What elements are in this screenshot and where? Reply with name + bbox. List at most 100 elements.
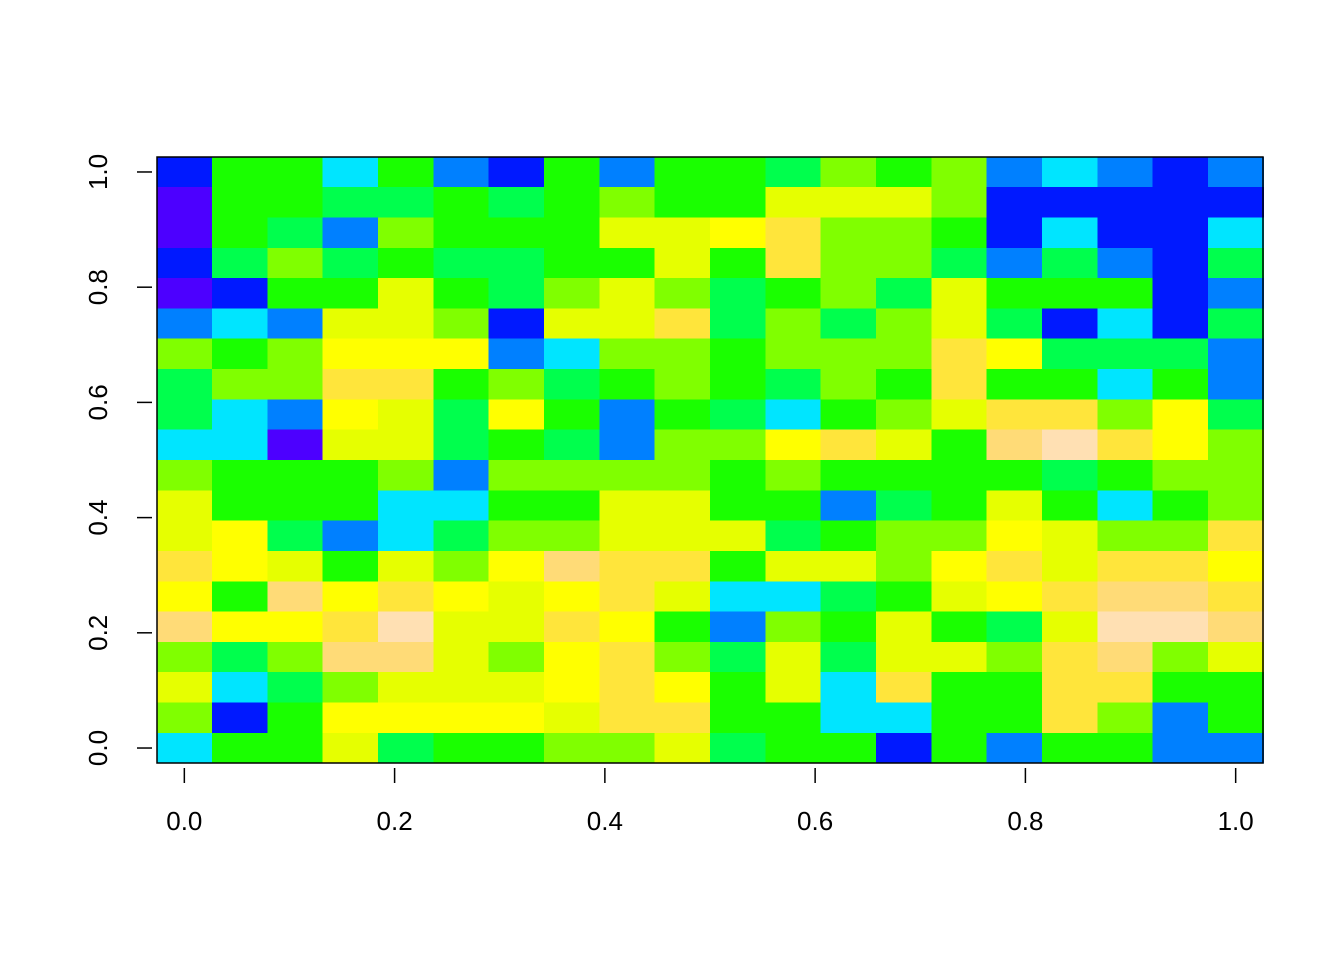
heat-cell [378, 490, 434, 522]
heat-cell [820, 641, 877, 673]
heat-cell [267, 156, 324, 188]
heat-cell [488, 217, 545, 249]
heat-cell [212, 217, 268, 249]
heat-cell [710, 611, 766, 643]
heat-cell [1207, 369, 1264, 400]
heat-cell [267, 581, 324, 613]
heat-cell [931, 187, 988, 218]
heat-cell [765, 581, 822, 613]
heat-cell [765, 460, 822, 491]
heat-cell [1152, 732, 1209, 764]
heat-cell [322, 732, 379, 764]
heat-cell [931, 369, 988, 400]
heat-cell [931, 338, 988, 370]
heat-cell [156, 490, 213, 522]
heat-cell [267, 672, 324, 704]
heat-cell [599, 156, 656, 188]
heat-cell [488, 672, 545, 704]
heat-cell [156, 187, 213, 218]
heat-cell [875, 490, 932, 522]
heat-cell [433, 490, 490, 522]
heat-cell [765, 490, 822, 522]
heat-cell [1041, 611, 1098, 643]
heat-cell [156, 611, 213, 643]
x-tick-label: 0.2 [377, 806, 413, 836]
heat-cell [1207, 247, 1264, 279]
heat-cell [599, 641, 656, 673]
heat-cell [765, 369, 822, 400]
heat-cell [488, 460, 545, 491]
heat-cell [267, 217, 324, 249]
heat-cell [765, 308, 822, 340]
heat-cell [986, 399, 1043, 431]
heat-cell [820, 732, 877, 764]
heat-cell [322, 611, 379, 643]
heat-cell [875, 247, 932, 279]
heat-cell [433, 278, 490, 309]
heat-cell [156, 460, 213, 491]
heat-cell [599, 308, 656, 340]
heat-cell [654, 732, 711, 764]
heat-cell [986, 641, 1043, 673]
heat-cell [1097, 732, 1154, 764]
heat-cell [212, 732, 268, 764]
heat-cell [488, 490, 545, 522]
heat-cell [1152, 278, 1209, 309]
heat-cell [765, 429, 822, 461]
heat-cell [986, 460, 1043, 491]
heat-cell [654, 338, 711, 370]
heat-cell [1207, 732, 1264, 764]
heat-cell [433, 732, 490, 764]
heat-cell [710, 187, 766, 218]
heat-cell [488, 338, 545, 370]
heat-cell [156, 520, 213, 552]
heat-cell [156, 156, 213, 188]
heat-cell [875, 308, 932, 340]
heat-cell [267, 369, 324, 400]
heat-cell [875, 702, 932, 734]
heat-cell [875, 581, 932, 613]
heat-cell [433, 641, 490, 673]
heat-cell [654, 672, 711, 704]
heat-cell [1041, 490, 1098, 522]
heat-cell [875, 672, 932, 704]
heat-cell [322, 399, 379, 431]
heat-cell [212, 369, 268, 400]
heat-cell [1097, 641, 1154, 673]
heat-cell [322, 187, 379, 218]
heat-cell [1207, 520, 1264, 552]
heat-cell [433, 369, 490, 400]
heat-cell [599, 429, 656, 461]
heat-cell [599, 369, 656, 400]
heat-cell [710, 520, 766, 552]
heat-cell [267, 308, 324, 340]
heat-cell [433, 520, 490, 552]
heat-cell [654, 611, 711, 643]
heat-cell [820, 187, 877, 218]
heat-cell [1041, 520, 1098, 552]
heat-cell [931, 520, 988, 552]
y-tick-label: 0.2 [83, 615, 113, 651]
heat-cell [986, 278, 1043, 309]
heat-cell [378, 217, 434, 249]
heat-cell [1097, 581, 1154, 613]
heat-cell [433, 247, 490, 279]
heat-cell [820, 581, 877, 613]
heat-cell [875, 338, 932, 370]
heat-cell [820, 369, 877, 400]
heat-cell [1207, 399, 1264, 431]
heat-cell [710, 702, 766, 734]
heat-cell [156, 278, 213, 309]
heat-cell [931, 308, 988, 340]
heat-cell [378, 641, 434, 673]
heat-cell [765, 156, 822, 188]
heat-cell [1207, 308, 1264, 340]
heat-cell [931, 550, 988, 582]
heat-cell [820, 672, 877, 704]
heat-cell [488, 520, 545, 552]
heat-cell [378, 460, 434, 491]
heat-cell [1097, 156, 1154, 188]
heat-cell [1207, 187, 1264, 218]
heat-cell [875, 217, 932, 249]
heat-cell [599, 611, 656, 643]
